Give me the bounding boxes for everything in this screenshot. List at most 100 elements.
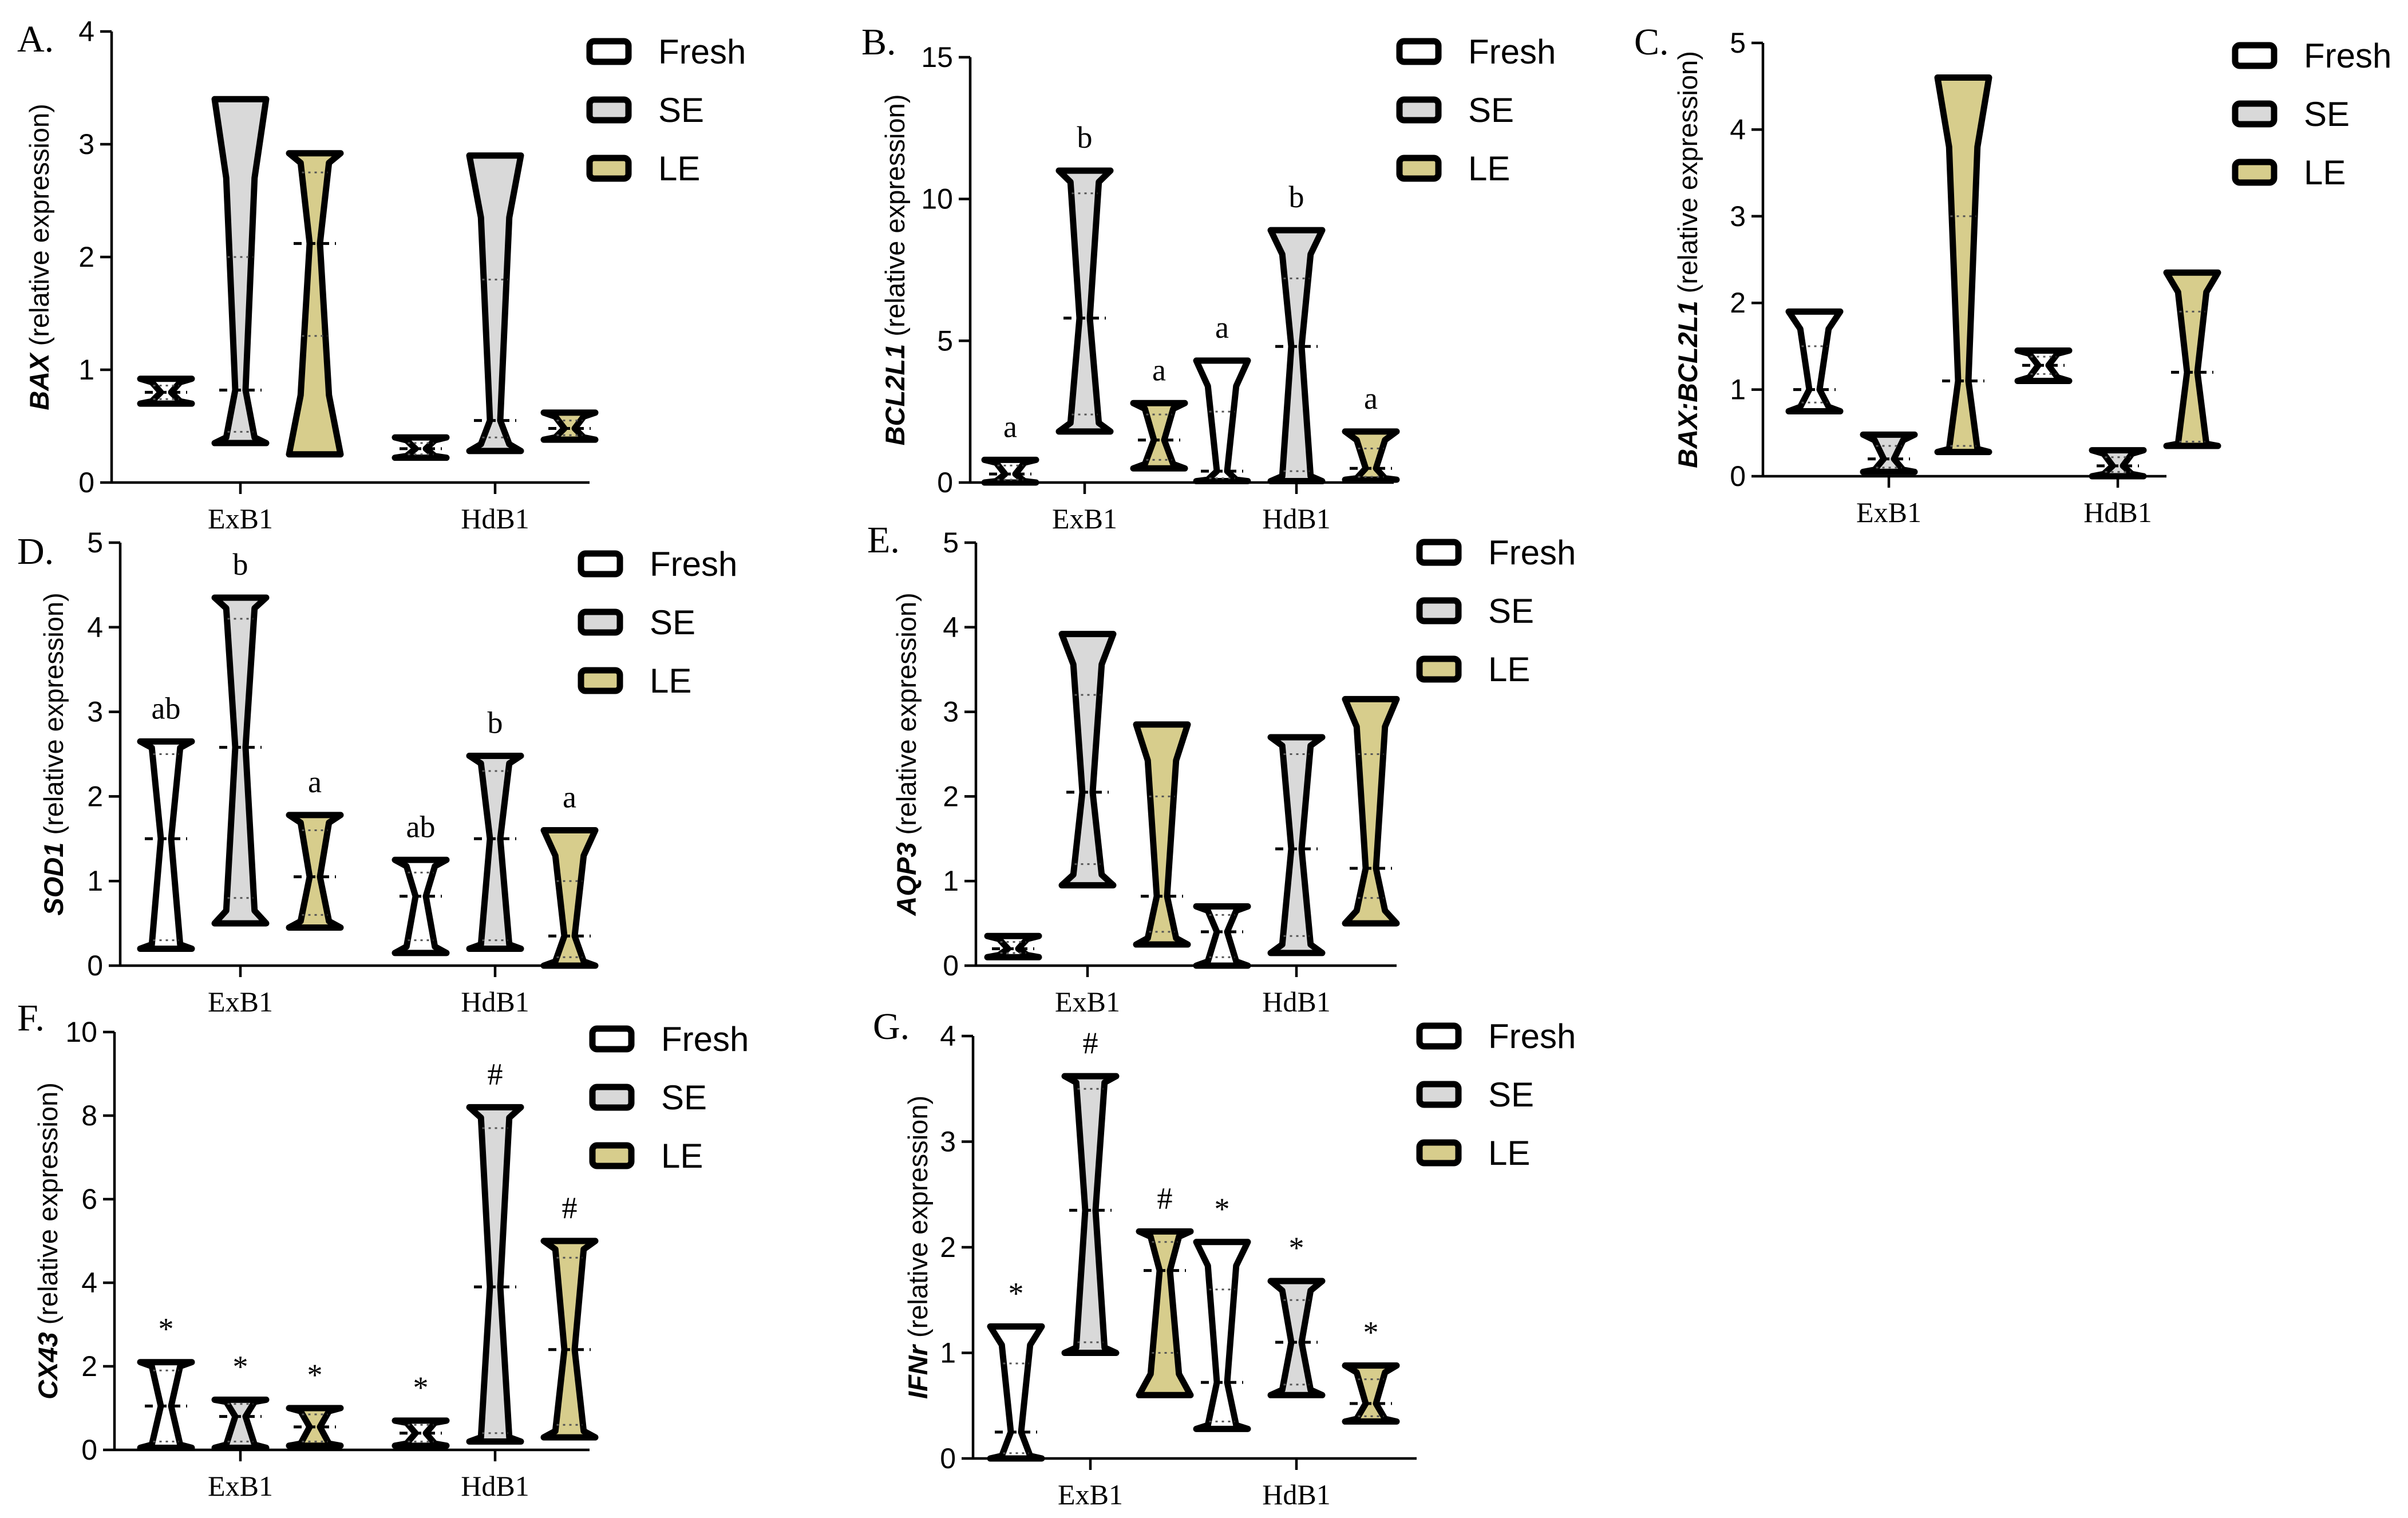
y-axis-label-suffix: (relative expression): [38, 592, 69, 842]
x-category-label: ExB1: [1058, 1479, 1123, 1511]
violin-fresh-hdb1: [392, 1417, 450, 1449]
violin-fresh-exb1: [1785, 308, 1844, 414]
significance-label: *: [413, 1370, 429, 1405]
y-axis-label: BAX:BCL2L1 (relative expression): [1672, 51, 1703, 468]
violin-se-exb1: [211, 1396, 270, 1451]
legend: Fresh SE LE: [586, 33, 746, 188]
significance-label: b: [1289, 180, 1304, 214]
x-category-label: HdB1: [2083, 496, 2152, 528]
violin-fresh-exb1: [981, 456, 1039, 486]
significance-label: a: [563, 780, 576, 815]
legend-label: Fresh: [658, 33, 746, 71]
violin-body: [1860, 431, 1918, 475]
violin-body: [1267, 227, 1326, 485]
y-tick-label: 0: [937, 467, 953, 499]
y-tick-label: 5: [943, 527, 959, 559]
y-tick-label: 2: [87, 780, 103, 812]
legend-swatch-le: [589, 1142, 635, 1169]
violin-se-hdb1: [466, 752, 524, 952]
legend: Fresh SE LE: [578, 545, 737, 700]
legend-swatch-se: [1416, 597, 1462, 624]
y-tick-label: 1: [943, 865, 959, 897]
legend-swatch-se: [578, 608, 623, 636]
significance-label: *: [307, 1358, 323, 1392]
panel-label: D.: [17, 531, 54, 572]
panel-a: A. 0 1 2 3 4 ExB1 HdB1 BAX (relative expression)…: [17, 15, 746, 535]
violin-le-hdb1: [540, 409, 599, 443]
violin-fresh-exb1: [984, 932, 1042, 960]
panel-label: G.: [873, 1006, 910, 1047]
y-tick-label: 1: [1730, 374, 1746, 406]
y-tick-label: 4: [943, 611, 959, 643]
y-axis-gene-name: BAX:BCL2L1: [1672, 301, 1703, 468]
violin-body: [1342, 695, 1400, 927]
x-category-label: HdB1: [461, 986, 529, 1018]
legend-label: SE: [661, 1078, 707, 1117]
y-tick-label: 3: [78, 128, 94, 160]
legend-label: Fresh: [2304, 37, 2391, 75]
y-axis-gene-name: AQP3: [891, 843, 922, 916]
x-category-label: HdB1: [1262, 986, 1330, 1018]
violin-se-exb1: [1055, 167, 1114, 435]
violin-le-exb1: [286, 150, 344, 458]
panel-b: B. 0 5 10 15 ExB1 HdB1 BCL2L1 (relative express…: [861, 21, 1556, 535]
significance-label: ab: [406, 809, 436, 844]
violin-se-exb1: [1061, 1073, 1120, 1356]
violin-body: [211, 1396, 270, 1451]
y-tick-label: 2: [940, 1231, 956, 1263]
y-axis-gene-name: BCL2L1: [880, 344, 910, 446]
panel-label: B.: [861, 21, 896, 63]
violin-body: [984, 932, 1042, 960]
violin-le-exb1: [1934, 74, 1992, 456]
x-category-label: HdB1: [1262, 1479, 1330, 1511]
x-category-label: ExB1: [208, 1470, 273, 1502]
y-axis-label: SOD1 (relative expression): [38, 592, 69, 915]
violin-body: [1267, 1278, 1326, 1398]
violin-body: [1342, 1362, 1400, 1425]
violin-body: [137, 738, 195, 952]
violin-le-hdb1: [1342, 428, 1400, 483]
x-category-label: ExB1: [1856, 496, 1921, 528]
y-axis-label-suffix: (relative expression): [1672, 51, 1703, 301]
x-category-label: ExB1: [1052, 503, 1117, 535]
y-tick-label: 0: [1730, 460, 1746, 492]
violin-body: [1133, 721, 1191, 948]
violin-fresh-exb1: [137, 375, 195, 407]
y-tick-label: 0: [81, 1434, 97, 1466]
y-axis-label-suffix: (relative expression): [33, 1082, 63, 1332]
violin-le-exb1: [1136, 1228, 1194, 1398]
violin-se-hdb1: [1267, 1278, 1326, 1398]
violin-le-hdb1: [540, 827, 599, 969]
y-tick-label: 10: [65, 1016, 97, 1048]
legend-swatch-fresh: [1416, 1022, 1462, 1050]
y-tick-label: 3: [87, 696, 103, 728]
y-axis-gene-name: IFNr: [903, 1343, 933, 1399]
y-tick-label: 4: [78, 15, 94, 48]
violin-se-hdb1: [466, 1104, 524, 1445]
significance-label: a: [1152, 353, 1166, 387]
y-tick-label: 2: [943, 780, 959, 812]
legend-swatch-se: [586, 96, 632, 124]
panel-label: C.: [1634, 21, 1669, 63]
violin-fresh-hdb1: [1193, 1239, 1251, 1432]
legend: Fresh SE LE: [589, 1020, 749, 1175]
panel-label: E.: [867, 519, 900, 561]
violin-le-exb1: [286, 812, 344, 931]
violin-body: [987, 1323, 1045, 1462]
violin-body: [392, 856, 450, 956]
violin-le-hdb1: [1342, 1362, 1400, 1425]
legend-label: Fresh: [661, 1020, 749, 1058]
violin-se-exb1: [211, 594, 270, 927]
panel-d: D. 0 1 2 3 4 5 ExB1 HdB1 SOD1 (relative expressio…: [17, 527, 737, 1018]
legend-swatch-se: [1396, 96, 1442, 124]
panel-f: F. 0 2 4 6 8 10 ExB1 HdB1 CX43 (relative expressi…: [17, 997, 749, 1502]
panel-g: G. 0 1 2 3 4 ExB1 HdB1 IFNr (relative expression…: [873, 1006, 1576, 1511]
violin-body: [1934, 74, 1992, 456]
y-axis-gene-name: BAX: [24, 352, 54, 410]
legend-label: SE: [1488, 1076, 1534, 1114]
violin-body: [466, 752, 524, 952]
x-category-label: HdB1: [461, 1470, 529, 1502]
y-tick-label: 0: [943, 950, 959, 982]
y-tick-label: 0: [940, 1442, 956, 1474]
violin-se-hdb1: [466, 152, 524, 454]
